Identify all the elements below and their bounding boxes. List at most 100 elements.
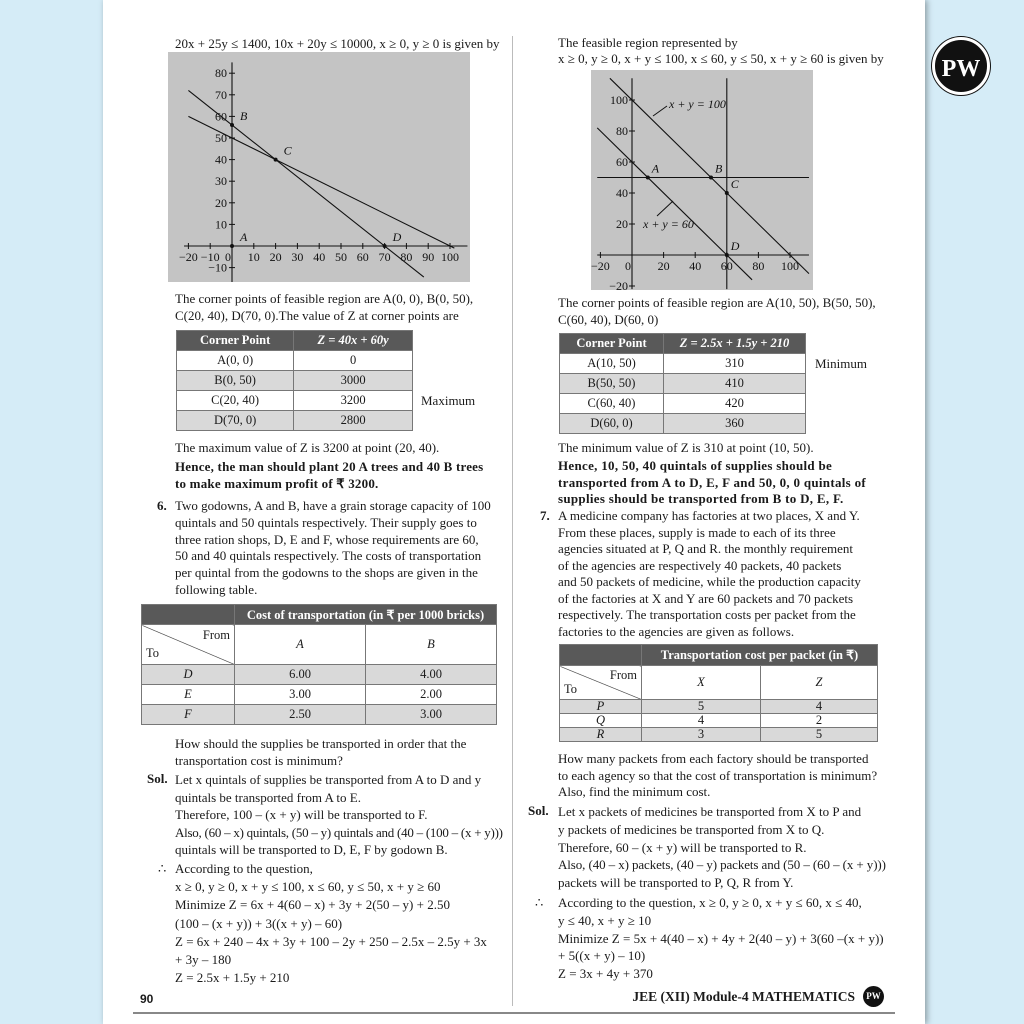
table-row: A(10, 50) 310 — [559, 353, 806, 374]
text-line: Therefore, 100 – (x + y) will be transpo… — [175, 807, 428, 822]
text-line: packets will be transported to P, Q, R f… — [558, 875, 794, 891]
solution-6-part2: According to the question, x ≥ 0, y ≥ 0, … — [175, 860, 487, 987]
label-arrow — [656, 200, 674, 217]
corner-point-label: A — [651, 162, 660, 176]
text-line: following table. — [175, 581, 258, 597]
from-to-cell: From To — [141, 624, 235, 665]
text-line: The maximum value of Z is 3200 at point … — [175, 440, 440, 455]
text-line: of the factories at X and Y are 60 packe… — [558, 590, 854, 606]
x-tick-label: −10 — [201, 250, 220, 264]
x-tick-label: −20 — [179, 250, 198, 264]
text-line: per quintal from the godowns to the shop… — [175, 565, 478, 581]
corner-point-label: C — [731, 177, 740, 191]
table-header: Cost of transportation (in ₹ per 1000 br… — [234, 604, 497, 625]
footer-rule — [133, 1012, 895, 1014]
text-line: Minimize Z = 5x + 4(40 – x) + 4y + 2(40 … — [558, 930, 884, 946]
left-max-text: The maximum value of Z is 3200 at point … — [175, 439, 439, 456]
y-tick-label: 40 — [215, 153, 227, 167]
therefore-symbol: ∴ — [158, 861, 167, 876]
x-tick-label: 20 — [658, 259, 670, 273]
table-header: Corner Point — [175, 330, 295, 351]
table-row: B(0, 50) 3000 — [175, 370, 413, 391]
text-line: supplies should be transported from B to… — [558, 491, 844, 506]
from-to-cell: From To — [559, 665, 642, 700]
maximum-note: Maximum — [421, 393, 476, 408]
text-line: quintals be transported from A to E. — [175, 789, 361, 805]
y-tick-label: 80 — [215, 66, 227, 80]
text-line: Also, find the minimum cost. — [558, 784, 711, 799]
text-line: x ≥ 0, y ≥ 0, x + y ≤ 100, x ≤ 60, y ≤ 5… — [175, 879, 441, 895]
corner-point — [230, 244, 234, 248]
text-line: Z = 3x + 4y + 370 — [558, 966, 653, 982]
label-arrow — [652, 105, 668, 117]
x-tick-label: 30 — [291, 250, 303, 264]
table-row: E 3.00 2.00 — [141, 684, 497, 705]
corner-point — [724, 191, 729, 195]
pw-logo: PW — [932, 37, 990, 95]
text-line: quintals will be transported to D, E, F … — [175, 842, 448, 857]
text-line: The corner points of feasible region are… — [175, 291, 474, 306]
text-line: three ration shops, D, E and F, whose re… — [175, 531, 479, 547]
left-conclusion: Hence, the man should plant 20 A trees a… — [175, 458, 483, 492]
y-tick-label: 40 — [616, 186, 628, 200]
document-page: 20x + 25y ≤ 1400, 10x + 20y ≤ 10000, x ≥… — [103, 0, 925, 1024]
solution-7-part2: According to the question, x ≥ 0, y ≥ 0,… — [558, 894, 884, 983]
solution-7-part1: Let x packets of medicines be transporte… — [558, 803, 886, 892]
x-tick-label: 60 — [357, 250, 369, 264]
text-line: + 5((x + y) – 10) — [558, 948, 646, 964]
question-7-text: A medicine company has factories at two … — [558, 508, 861, 640]
x-tick-label: 10 — [248, 250, 260, 264]
left-intro: 20x + 25y ≤ 1400, 10x + 20y ≤ 10000, x ≥… — [175, 35, 500, 52]
text-line: factories to the agencies are given as f… — [558, 623, 795, 639]
table-row: A(0, 0) 0 — [175, 350, 413, 371]
y-tick-label: −10 — [208, 261, 227, 275]
table-row: D(70, 0) 2800 — [175, 410, 413, 431]
left-corner-text: The corner points of feasible region are… — [175, 290, 473, 324]
x-tick-label: 90 — [422, 250, 434, 264]
page-number: 90 — [140, 992, 154, 1006]
graph-svg: 8070605040302010−10−20−10010203040506070… — [179, 62, 468, 283]
text-line: Let x quintals of supplies be transporte… — [175, 772, 482, 787]
line-x-plus-y-100 — [609, 77, 810, 274]
text-line: The feasible region represented by — [558, 35, 738, 50]
x-tick-label: 80 — [752, 259, 764, 273]
transport-cost-table-2: Transportation cost per packet (in ₹) Fr… — [559, 644, 878, 742]
x-tick-label: 20 — [270, 250, 282, 264]
text-line: Z = 6x + 240 – 4x + 3y + 100 – 2y + 250 … — [175, 933, 487, 949]
text-line: transported from A to D, E, F and 50, 0,… — [558, 474, 867, 490]
x-tick-label: 40 — [313, 250, 325, 264]
corner-point-label: B — [240, 109, 248, 123]
corner-point — [724, 253, 729, 257]
corner-point — [273, 157, 278, 162]
left-feasible-region-graph: 8070605040302010−10−20−10010203040506070… — [168, 52, 470, 283]
question-6-text: Two godowns, A and B, have a grain stora… — [175, 498, 491, 599]
corner-point-label: C — [284, 144, 293, 158]
question-number-7: 7. — [540, 508, 550, 523]
right-min-text: The minimum value of Z is 310 at point (… — [558, 440, 814, 457]
x-tick-label: 100 — [781, 259, 799, 273]
text-line: respectively. The transportation costs p… — [558, 607, 856, 622]
table-header: Z = 40x + 60y — [293, 330, 413, 351]
text-line: According to the question, x ≥ 0, y ≥ 0,… — [558, 895, 862, 910]
y-tick-label: 60 — [616, 155, 628, 169]
therefore-symbol: ∴ — [535, 895, 544, 910]
text-line: of the agencies are respectively 40 pack… — [558, 557, 842, 573]
table-row: F 2.50 3.00 — [141, 704, 497, 725]
text-line: 20x + 25y ≤ 1400, 10x + 20y ≤ 10000, x ≥… — [175, 36, 500, 51]
minimum-note: Minimum — [815, 356, 868, 371]
solution-6-part1: Let x quintals of supplies be transporte… — [175, 771, 503, 859]
y-tick-label: 20 — [616, 217, 628, 231]
column-divider — [512, 36, 513, 1006]
corner-point-table-1: Corner Point Z = 40x + 60y A(0, 0) 0 B(0, … — [175, 330, 413, 431]
corner-point-label: A — [239, 230, 248, 244]
text-line: Therefore, 60 – (x + y) will be transpor… — [558, 839, 807, 855]
table-row: C(20, 40) 3200 — [175, 390, 413, 411]
x-tick-label: 0 — [625, 259, 631, 273]
x-tick-label: 0 — [225, 250, 231, 264]
y-tick-label: 100 — [610, 93, 628, 107]
right-corner-text: The corner points of feasible region are… — [558, 294, 876, 328]
text-line: Z = 2.5x + 1.5y + 210 — [175, 970, 290, 986]
x-tick-label: 100 — [441, 250, 459, 264]
